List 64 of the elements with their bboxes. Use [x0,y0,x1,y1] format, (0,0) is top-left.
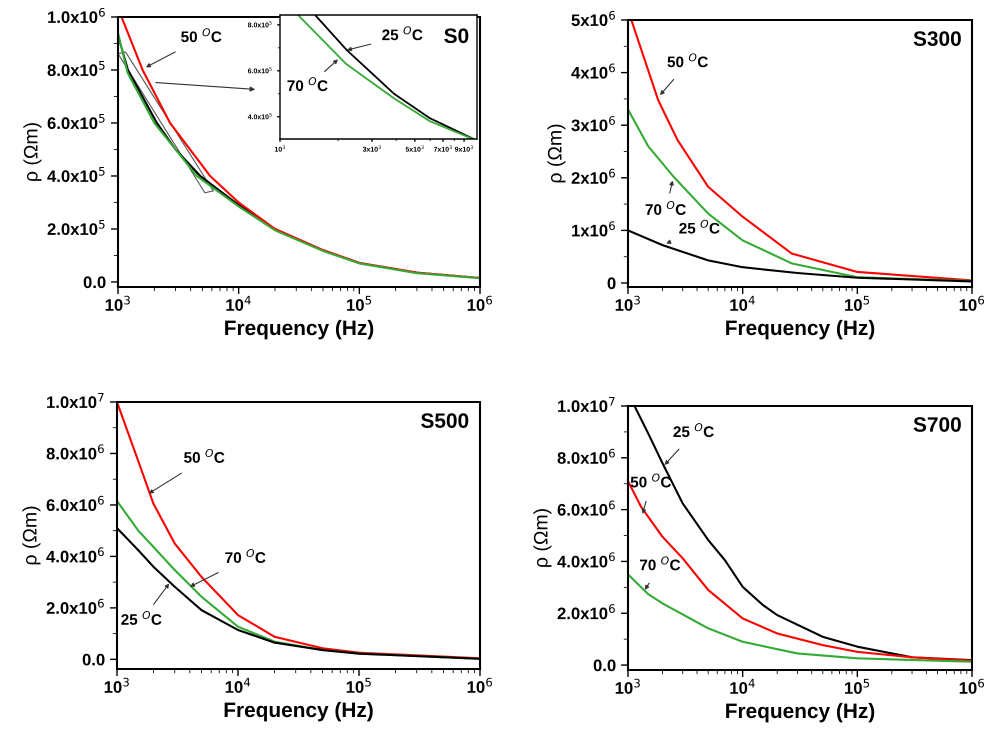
y-tick-label: 5x10$^{6}$ [572,10,615,26]
y-tick-label: 6.0x10$^{6}$ [46,496,104,512]
x-tick-label: 10$^{4}$ [226,678,250,693]
y-tick-label: 1x10$^{6}$ [572,221,615,236]
annotation: 70 $^{O}$C [646,201,686,215]
y-tick-label: 4.0x10$^{6}$ [46,547,104,562]
y-tick-label: 1.0x10$^{7}$ [558,397,615,412]
chart-title: S500 [421,413,468,428]
x-tick-label: 10$^{3}$ [616,678,640,694]
y-tick-label: 6.0x10$^{6}$ [558,500,615,516]
y-tick-label: 4.0x10$^{6}$ [557,552,615,568]
x-axis-title: Frequency (Hz) [225,320,374,340]
annotation: 25 $^{O}$C [673,423,714,438]
x-axis-title: Frequency (Hz) [726,702,874,722]
x-tick-label: 10$^{4}$ [730,678,755,694]
chart-title: S300 [914,31,961,46]
y-axis-title: ρ (Ωm) [22,506,40,564]
y-tick-label: 1.0x10$^{6}$ [48,8,105,24]
x-tick-label: 10$^{6}$ [468,296,492,311]
x-tick-label: 10$^{4}$ [730,296,755,311]
x-tick-label: 10$^{3}$ [616,296,640,311]
x-tick-label: 10$^{5}$ [346,678,371,693]
annotation: 50 $^{O}$C [181,28,222,42]
y-axis-title: ρ (Ωm) [547,124,566,182]
x-tick-label: 10$^{6}$ [468,678,492,693]
x-tick-label: 10$^{6}$ [960,678,984,694]
x-tick-label: 10$^{4}$ [226,296,251,311]
y-tick-label: 2.0x10$^{6}$ [46,598,104,614]
chart-title: S0 [444,28,468,44]
y-tick-label: 3x10$^{6}$ [571,116,615,132]
y-tick-label: 2x10$^{6}$ [572,168,615,184]
annotation: 70 $^{O}$C [225,549,266,563]
y-tick-label: 0.0 [84,276,106,288]
y-tick-label: 6.0x10$^{5}$ [48,114,105,130]
x-tick-label: 10$^{3}$ [106,296,130,311]
chart-title: S700 [914,417,961,432]
y-axis-title: ρ (Ωm) [533,509,552,567]
x-tick-label: 10$^{5}$ [347,296,372,311]
y-tick-label: 8.0x10$^{6}$ [558,448,615,464]
x-tick-label: 10$^{6}$ [960,296,984,311]
y-tick-label: 8.0x10$^{5}$ [48,61,105,76]
x-tick-label: 10$^{5}$ [845,678,870,694]
y-tick-label: 0.0 [82,654,105,666]
annotation: 70 $^{O}$C [287,77,328,92]
x-axis-title: Frequency (Hz) [224,702,373,722]
y-tick-label: 2.0x10$^{5}$ [48,220,105,236]
x-tick-label: 10$^{3}$ [104,678,129,693]
y-tick-label: 0.0 [594,659,616,672]
annotation: 50 $^{O}$C [184,448,224,463]
annotation: 25 $^{O}$C [382,26,423,40]
annotation: 25 $^{O}$C [121,610,162,625]
y-axis-title: ρ (Ωm) [23,123,42,181]
annotation: 70 $^{O}$C [640,556,680,570]
x-axis-title: Frequency (Hz) [726,320,874,340]
y-tick-label: 4.0x10$^{5}$ [47,167,105,182]
y-tick-label: 8.0x10$^{6}$ [46,444,104,460]
x-tick-label: 10$^{5}$ [845,296,870,311]
annotation: 50 $^{O}$C [668,53,708,68]
annotation: 25 $^{O}$C [679,220,720,234]
y-tick-label: 4x10$^{6}$ [571,63,615,79]
y-tick-label: 0 [608,277,616,290]
y-tick-label: 2.0x10$^{6}$ [558,604,615,620]
y-tick-label: 1.0x10$^{7}$ [47,393,104,408]
annotation: 50 $^{O}$C [630,474,672,488]
